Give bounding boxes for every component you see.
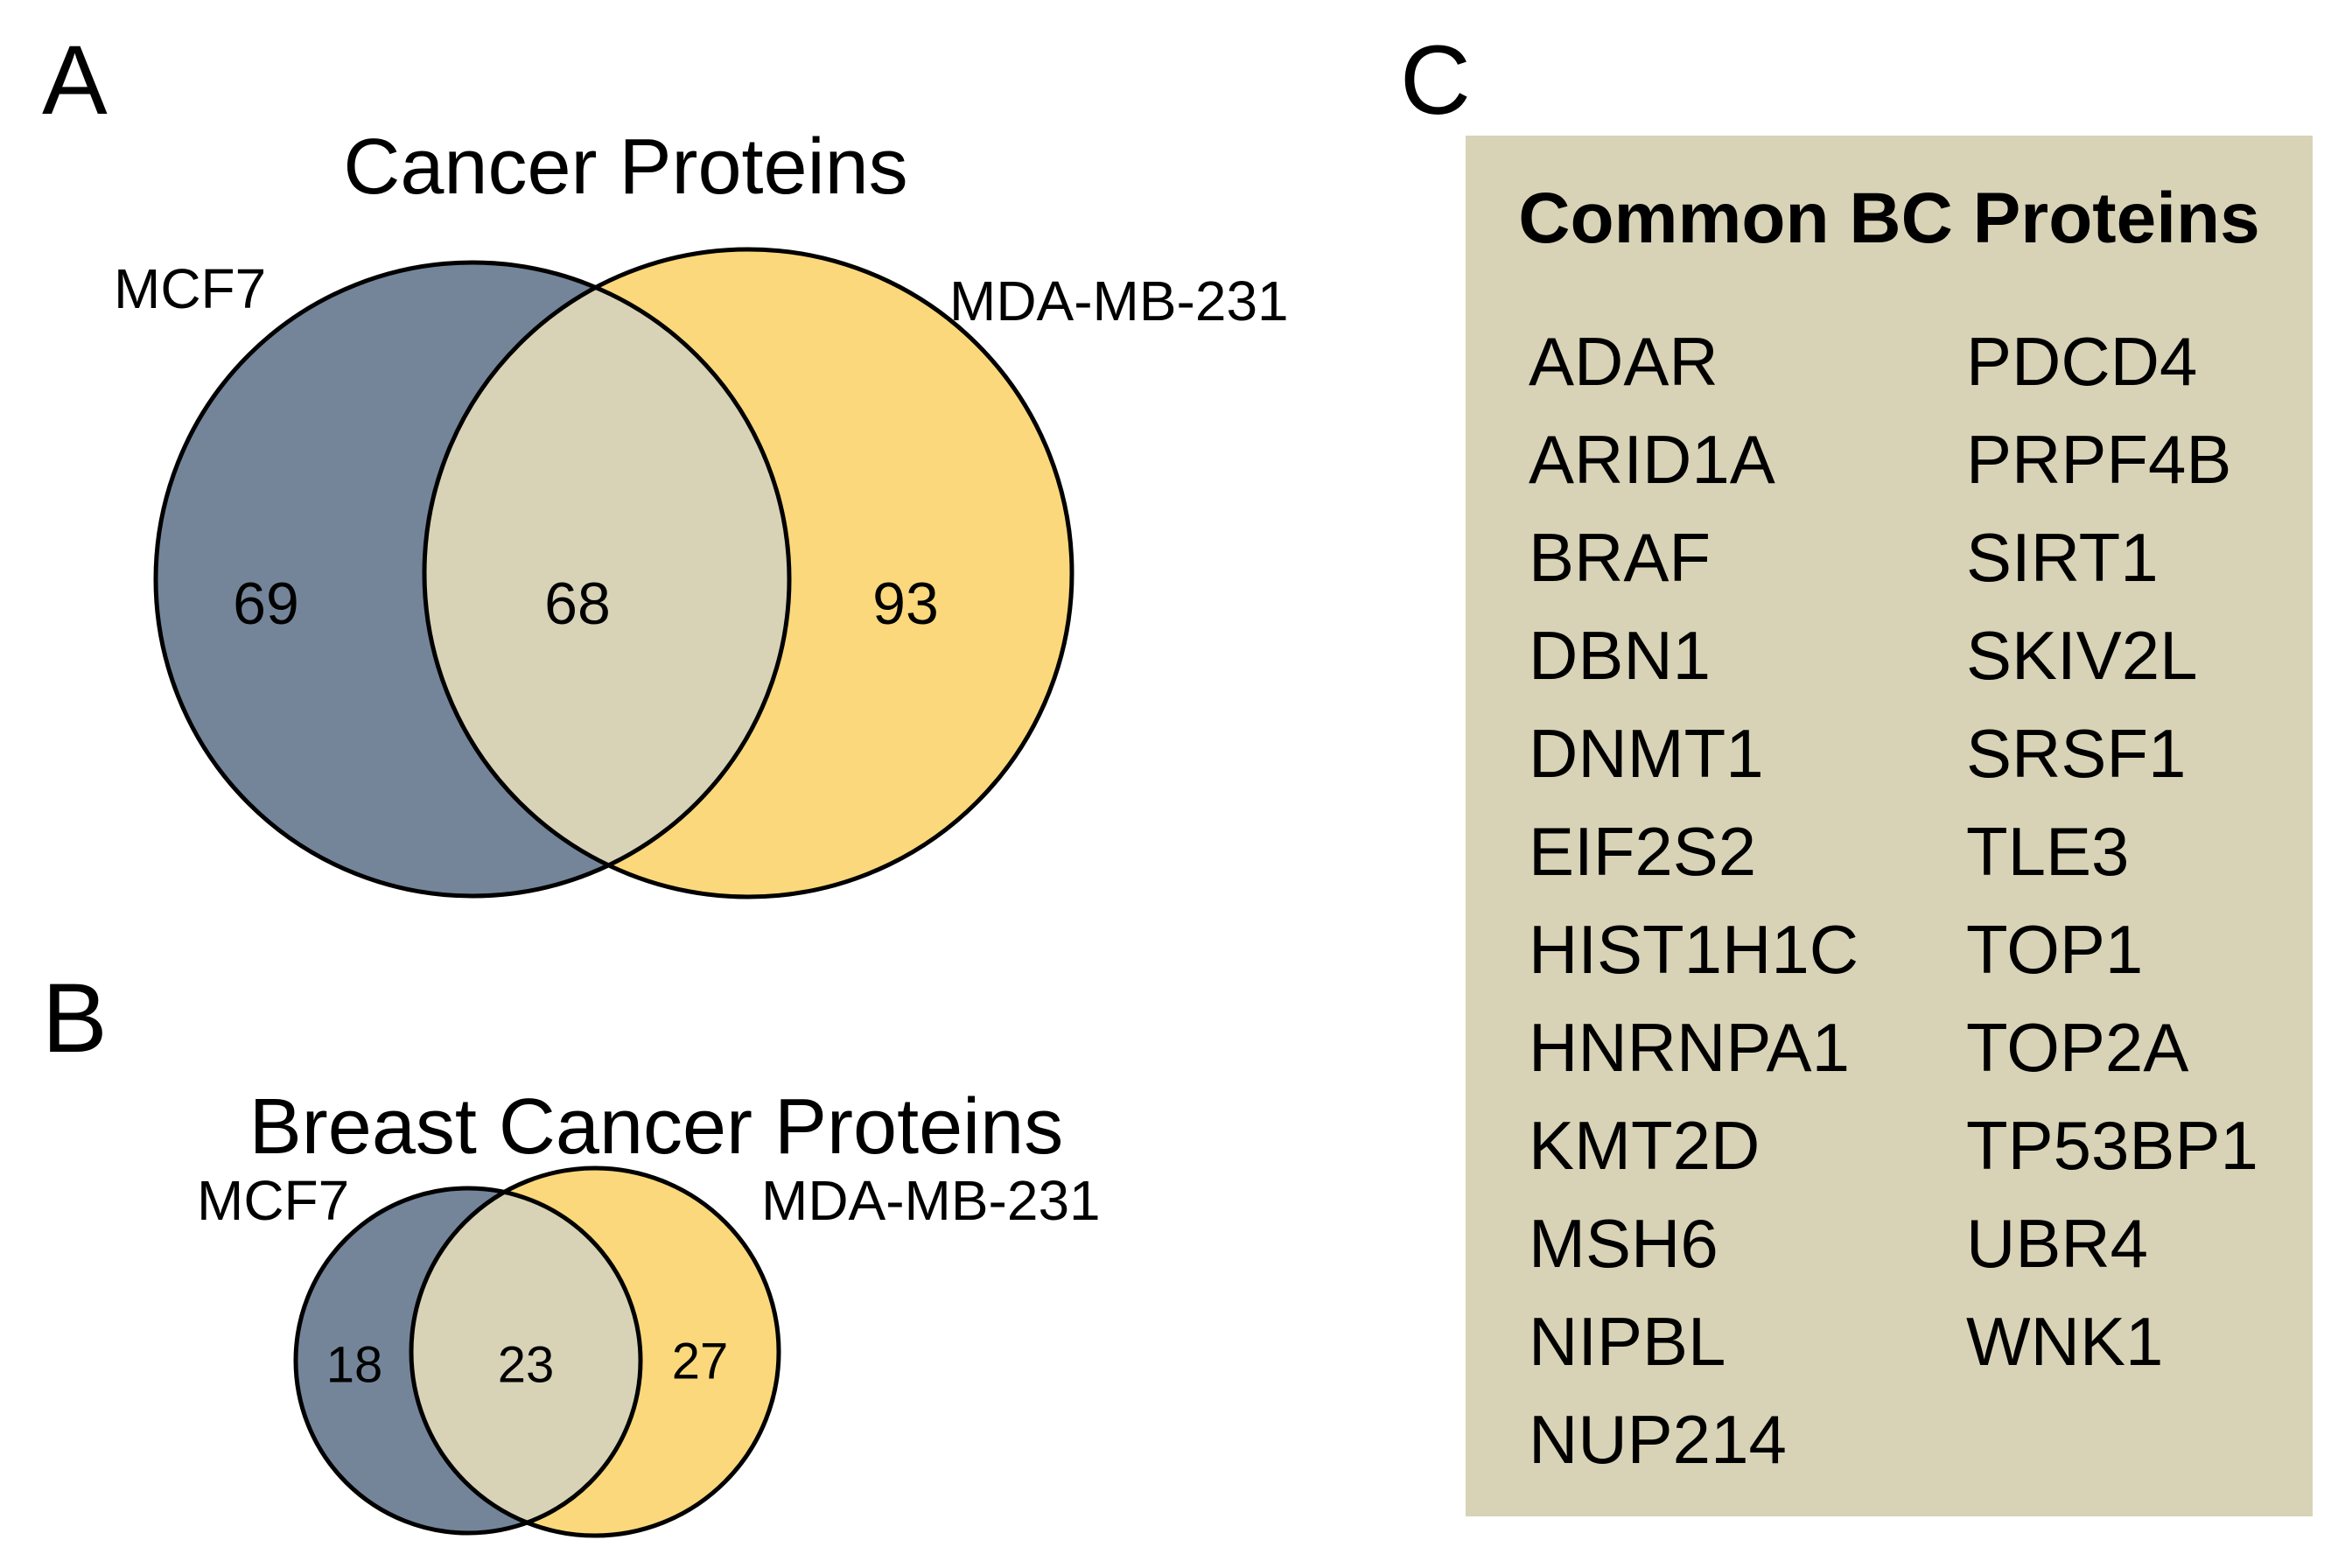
protein-name: DBN1 xyxy=(1529,617,1712,695)
count-a-mcf7-only: 69 xyxy=(233,570,299,637)
protein-name: TP53BP1 xyxy=(1966,1107,2258,1185)
protein-name: SRSF1 xyxy=(1966,715,2187,793)
venn-diagram-breast-cancer-proteins: 18 23 27 xyxy=(293,1166,781,1538)
protein-name: HNRNPA1 xyxy=(1529,1009,1850,1087)
protein-name: TLE3 xyxy=(1966,813,2130,891)
count-a-mda-only: 93 xyxy=(872,570,939,637)
protein-columns: ADAR ARID1A BRAF DBN1 DNMT1 EIF2S2 HIST1H1C HNR… xyxy=(1466,312,2313,1488)
common-bc-proteins-box: Common BC Proteins ADAR ARID1A BRAF DBN1 DNM… xyxy=(1466,136,2313,1516)
count-a-intersection: 68 xyxy=(544,570,611,637)
count-b-mda-only: 27 xyxy=(672,1334,729,1390)
protein-name: KMT2D xyxy=(1529,1107,1760,1185)
panel-b-title: Breast Cancer Proteins xyxy=(248,1083,1064,1171)
protein-name: ARID1A xyxy=(1529,421,1775,499)
protein-name: TOP1 xyxy=(1966,911,2144,989)
mda-circle-b-outline xyxy=(409,1166,781,1538)
set-label-b-mcf7: MCF7 xyxy=(197,1169,350,1232)
protein-box-title: Common BC Proteins xyxy=(1518,178,2260,258)
protein-name: DNMT1 xyxy=(1529,715,1764,793)
protein-name: PDCD4 xyxy=(1966,323,2198,401)
protein-name: NUP214 xyxy=(1529,1401,1787,1479)
overlap-region-b xyxy=(411,1188,640,1533)
panel-c-letter: C xyxy=(1400,25,1471,135)
overlap-region-a xyxy=(424,262,789,896)
protein-name: BRAF xyxy=(1529,519,1712,597)
protein-name: NIPBL xyxy=(1529,1303,1726,1381)
protein-name: WNK1 xyxy=(1966,1303,2164,1381)
protein-name: TOP2A xyxy=(1966,1009,2189,1087)
mda-circle-a-outline xyxy=(422,247,1074,900)
protein-name: EIF2S2 xyxy=(1529,813,1757,891)
protein-name: ADAR xyxy=(1529,323,1718,401)
count-b-intersection: 23 xyxy=(498,1337,555,1394)
panel-b-letter: B xyxy=(42,963,108,1073)
set-label-b-mda: MDA-MB-231 xyxy=(761,1169,1101,1232)
protein-name: MSH6 xyxy=(1529,1205,1718,1283)
mcf7-circle-a-outline xyxy=(153,260,792,899)
panel-a-letter: A xyxy=(42,25,108,135)
protein-name: SIRT1 xyxy=(1966,519,2159,597)
set-label-a-mcf7: MCF7 xyxy=(114,257,267,320)
mcf7-circle-b-outline xyxy=(293,1186,643,1536)
protein-name: SKIV2L xyxy=(1966,617,2198,695)
protein-column-1: ADAR ARID1A BRAF DBN1 DNMT1 EIF2S2 HIST1H1C HNR… xyxy=(1529,312,1966,1488)
protein-name: HIST1H1C xyxy=(1529,911,1859,989)
count-b-mcf7-only: 18 xyxy=(326,1337,383,1394)
protein-name: PRPF4B xyxy=(1966,421,2232,499)
venn-diagram-cancer-proteins: 69 68 93 xyxy=(153,247,1074,900)
set-label-a-mda: MDA-MB-231 xyxy=(949,270,1289,332)
panel-a-title: Cancer Proteins xyxy=(343,123,908,211)
protein-name: UBR4 xyxy=(1966,1205,2149,1283)
protein-column-2: PDCD4 PRPF4B SIRT1 SKIV2L SRSF1 TLE3 TOP1 TOP2A… xyxy=(1966,312,2295,1488)
